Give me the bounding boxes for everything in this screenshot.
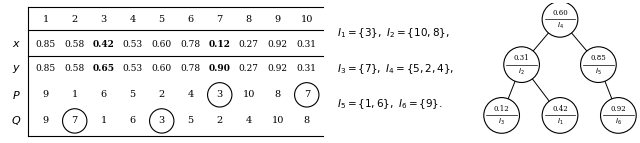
Text: $I_4$: $I_4$ <box>557 21 563 31</box>
Text: 0.60: 0.60 <box>552 9 568 17</box>
Text: 10: 10 <box>301 15 313 24</box>
Text: 3: 3 <box>216 90 223 99</box>
Text: 0.60: 0.60 <box>152 64 172 73</box>
Text: 0.42: 0.42 <box>552 105 568 113</box>
Text: 6: 6 <box>130 116 136 125</box>
Text: $I_6$: $I_6$ <box>615 117 622 127</box>
Text: 5: 5 <box>188 116 194 125</box>
Text: 0.53: 0.53 <box>123 40 143 48</box>
Text: 0.27: 0.27 <box>239 64 259 73</box>
Text: 3: 3 <box>100 15 107 24</box>
Text: 2: 2 <box>72 15 78 24</box>
Text: 9: 9 <box>275 15 281 24</box>
Text: 7: 7 <box>216 15 223 24</box>
Text: $I_5 = \{1, 6\},\ I_6 = \{9\}.$: $I_5 = \{1, 6\},\ I_6 = \{9\}.$ <box>337 98 443 111</box>
Text: 0.85: 0.85 <box>591 54 606 62</box>
Text: 3: 3 <box>159 116 165 125</box>
Text: $Q$: $Q$ <box>12 114 22 127</box>
Text: $I_2$: $I_2$ <box>518 66 525 77</box>
Text: 0.78: 0.78 <box>180 64 201 73</box>
Text: 0.60: 0.60 <box>152 40 172 48</box>
Text: $x$: $x$ <box>12 39 21 49</box>
Text: 5: 5 <box>159 15 165 24</box>
Text: $y$: $y$ <box>12 63 21 75</box>
Text: 0.85: 0.85 <box>36 40 56 48</box>
Text: 7: 7 <box>72 116 78 125</box>
Text: 0.12: 0.12 <box>493 105 509 113</box>
Text: 5: 5 <box>130 90 136 99</box>
Ellipse shape <box>484 98 520 133</box>
Text: $I_5$: $I_5$ <box>595 66 602 77</box>
Text: 0.92: 0.92 <box>268 64 288 73</box>
Text: 0.31: 0.31 <box>297 64 317 73</box>
Text: 0.78: 0.78 <box>180 40 201 48</box>
Text: $I_3 = \{7\},\ I_4 = \{5, 2, 4\},$: $I_3 = \{7\},\ I_4 = \{5, 2, 4\},$ <box>337 62 455 76</box>
Text: 9: 9 <box>43 90 49 99</box>
Text: 0.42: 0.42 <box>93 40 115 48</box>
Text: 6: 6 <box>188 15 194 24</box>
Text: 0.12: 0.12 <box>209 40 231 48</box>
Text: 0.31: 0.31 <box>297 40 317 48</box>
Text: 0.92: 0.92 <box>268 40 288 48</box>
Text: $I_3$: $I_3$ <box>499 117 505 127</box>
Text: 0.53: 0.53 <box>123 64 143 73</box>
Text: 0.27: 0.27 <box>239 40 259 48</box>
Text: 4: 4 <box>188 90 194 99</box>
Text: 0.31: 0.31 <box>514 54 529 62</box>
Text: 8: 8 <box>304 116 310 125</box>
Text: 6: 6 <box>100 90 107 99</box>
Text: 0.90: 0.90 <box>209 64 230 73</box>
Ellipse shape <box>542 1 578 37</box>
Text: 10: 10 <box>271 116 284 125</box>
Text: 9: 9 <box>43 116 49 125</box>
Text: $I_1 = \{3\},\ I_2 = \{10, 8\},$: $I_1 = \{3\},\ I_2 = \{10, 8\},$ <box>337 26 450 40</box>
Ellipse shape <box>580 47 616 83</box>
Text: 0.58: 0.58 <box>65 40 85 48</box>
Text: 0.65: 0.65 <box>93 64 115 73</box>
Text: 4: 4 <box>130 15 136 24</box>
Text: 8: 8 <box>275 90 281 99</box>
Text: 2: 2 <box>216 116 223 125</box>
Text: 1: 1 <box>72 90 78 99</box>
Text: 10: 10 <box>243 90 255 99</box>
Text: 4: 4 <box>246 116 252 125</box>
Text: 0.85: 0.85 <box>36 64 56 73</box>
Text: 0.58: 0.58 <box>65 64 85 73</box>
Ellipse shape <box>504 47 540 83</box>
Text: 2: 2 <box>159 90 165 99</box>
Text: $I_1$: $I_1$ <box>557 117 563 127</box>
Text: 1: 1 <box>100 116 107 125</box>
Text: 1: 1 <box>43 15 49 24</box>
Ellipse shape <box>600 98 636 133</box>
Text: 8: 8 <box>246 15 252 24</box>
Text: 0.92: 0.92 <box>611 105 627 113</box>
Text: $P$: $P$ <box>12 89 20 101</box>
Text: 7: 7 <box>303 90 310 99</box>
Ellipse shape <box>542 98 578 133</box>
